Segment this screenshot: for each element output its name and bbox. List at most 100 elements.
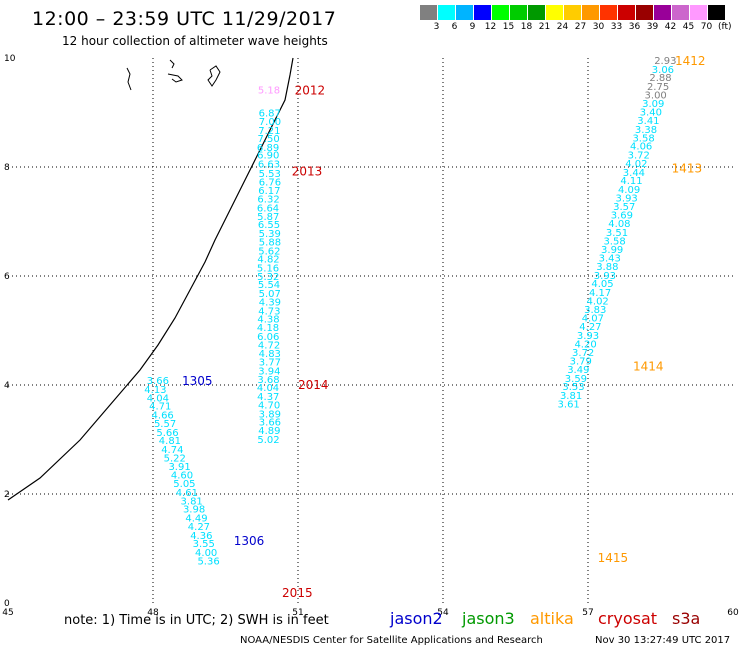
scale-swatch — [654, 5, 671, 20]
wave-height-label: 4.13 — [144, 385, 166, 396]
note-text: note: 1) Time is in UTC; 2) SWH is in fe… — [64, 613, 329, 628]
y-tick-label: 2 — [4, 490, 10, 500]
x-tick-label: 57 — [582, 608, 593, 618]
scale-swatch — [600, 5, 617, 20]
scale-label: 36 — [628, 22, 641, 32]
pass-label: 2013 — [292, 164, 323, 178]
wave-height-label: 6.55 — [258, 220, 280, 231]
scale-swatch — [510, 5, 527, 20]
legend-item-jason3: jason3 — [462, 609, 515, 628]
x-tick-label: 51 — [292, 608, 303, 618]
scale-label: 39 — [646, 22, 659, 32]
legend-item-s3a: s3a — [672, 609, 701, 628]
credit-text: NOAA/NESDIS Center for Satellite Applica… — [240, 635, 543, 646]
wave-height-label: 6.17 — [258, 186, 280, 197]
wave-height-label: 5.32 — [257, 272, 279, 283]
pass-label: 1415 — [598, 551, 629, 565]
pass-label: 1413 — [672, 162, 703, 176]
wave-height-label: 5.57 — [154, 419, 176, 430]
wave-height-label: 3.66 — [147, 376, 169, 387]
wave-height-label: 5.66 — [156, 428, 178, 439]
wave-height-label: 3.77 — [259, 358, 281, 369]
x-tick-label: 54 — [437, 608, 449, 618]
scale-swatch — [528, 5, 545, 20]
wave-height-label: 3.38 — [635, 125, 657, 136]
y-tick-label: 8 — [4, 163, 10, 173]
wave-height-label: 4.17 — [589, 288, 611, 299]
wave-height-label: 3.00 — [645, 91, 667, 102]
scale-label: 15 — [502, 22, 515, 32]
wave-height-label: 3.72 — [628, 150, 650, 161]
wave-height-label: 4.60 — [171, 470, 193, 481]
wave-height-label: 4.66 — [152, 410, 174, 421]
wave-height-label: 3.79 — [570, 356, 592, 367]
wave-height-label: 4.18 — [257, 323, 279, 334]
scale-label: 6 — [451, 22, 458, 32]
pass-label: 1412 — [675, 54, 706, 68]
wave-height-label: 3.58 — [603, 237, 625, 248]
scale-label: 30 — [592, 22, 605, 32]
wave-height-label: 4.07 — [582, 313, 604, 324]
scale-label: 27 — [574, 22, 587, 32]
wave-height-label: 3.93 — [577, 331, 599, 342]
wave-height-label: 3.53 — [562, 382, 584, 393]
wave-height-label: 6.87 — [259, 109, 281, 120]
wave-height-label: 3.40 — [640, 107, 662, 118]
scale-label: 9 — [469, 22, 476, 32]
scale-swatch — [474, 5, 491, 20]
height-labels: 5.18 6.877.007.217.506.896.906.635.536.76… — [144, 54, 705, 600]
scale-swatch — [708, 5, 725, 20]
wave-height-label: 3.93 — [594, 271, 616, 282]
wave-height-label: 5.16 — [257, 263, 279, 274]
wave-height-label: 5.02 — [257, 435, 279, 446]
legend-item-jason2: jason2 — [390, 609, 443, 628]
wave-height-label: 2.75 — [647, 82, 669, 93]
wave-height-label: 6.06 — [257, 332, 279, 343]
wave-height-label: 4.71 — [149, 402, 171, 413]
wave-height-label: 3.72 — [572, 348, 594, 359]
island-outline — [126, 67, 132, 91]
y-tick-label: 0 — [4, 599, 10, 609]
wave-height-label: 4.04 — [147, 394, 169, 405]
wave-height-label: 3.59 — [565, 374, 587, 385]
x-tick-label: 45 — [2, 608, 13, 618]
island-outline — [207, 65, 221, 87]
wave-height-label: 6.76 — [259, 178, 281, 189]
pass-label: 1306 — [234, 534, 265, 548]
wave-height-label: 4.00 — [195, 548, 217, 559]
scale-label: 21 — [538, 22, 551, 32]
wave-height-label: 3.69 — [611, 210, 633, 221]
scale-swatch — [546, 5, 563, 20]
wave-height-label: 3.49 — [567, 365, 589, 376]
wave-height-label: 3.94 — [258, 366, 280, 377]
wave-height-label: 6.64 — [257, 203, 279, 214]
wave-height-label: 4.61 — [176, 488, 198, 499]
wave-height-label: 4.08 — [608, 219, 630, 230]
wave-height-label: 3.68 — [257, 375, 279, 386]
wave-height-label: 3.93 — [616, 194, 638, 205]
wave-height-label: 3.43 — [599, 253, 621, 264]
scale-label: 33 — [610, 22, 623, 32]
wave-height-label: 3.57 — [613, 202, 635, 213]
scale-swatch — [582, 5, 599, 20]
wave-height-label: 5.39 — [259, 229, 281, 240]
wave-height-label: 3.55 — [193, 539, 215, 550]
wave-height-label: 4.06 — [630, 142, 652, 153]
wave-height-label: 4.20 — [574, 340, 596, 351]
wave-height-label: 4.70 — [258, 401, 280, 412]
x-tick-label: 60 — [727, 608, 739, 618]
wave-height-label: 7.50 — [257, 134, 279, 145]
wave-height-label: 3.61 — [558, 400, 580, 411]
wave-height-label: 5.87 — [257, 212, 279, 223]
wave-height-label: 3.99 — [601, 245, 623, 256]
pass-label: 2015 — [282, 586, 313, 600]
wave-height-label: 3.09 — [642, 99, 664, 110]
wave-height-label: 5.05 — [173, 479, 195, 490]
wave-height-label: 4.73 — [258, 306, 280, 317]
scale-label: 42 — [664, 22, 677, 32]
island-outline — [167, 59, 183, 83]
wave-height-label: 5.54 — [258, 280, 280, 291]
scale-label: 45 — [682, 22, 695, 32]
pass-label: 1305 — [182, 374, 213, 388]
wave-height-label: 2.88 — [649, 73, 671, 84]
